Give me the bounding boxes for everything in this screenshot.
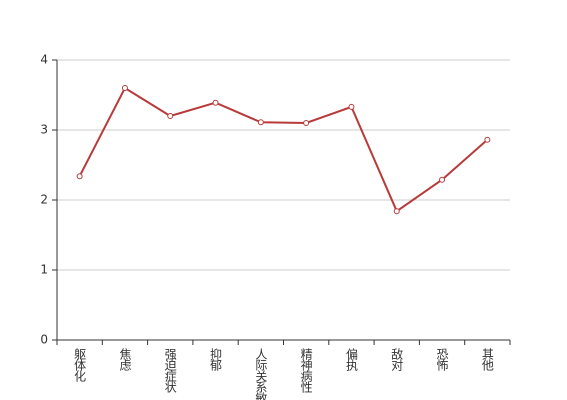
y-tick-label: 2 xyxy=(40,193,48,207)
y-tick-label: 0 xyxy=(40,333,48,347)
point xyxy=(76,173,83,180)
x-tick-label: 躯体化 xyxy=(73,347,87,383)
point xyxy=(439,176,446,183)
x-tick-label: 抑郁 xyxy=(209,347,223,372)
y-tick-label: 4 xyxy=(40,53,48,67)
point xyxy=(393,208,400,215)
x-tick-label: 强迫症状 xyxy=(163,348,177,393)
line xyxy=(78,86,489,213)
x-tick-label: 精神病性 xyxy=(299,348,313,394)
y-tick-label: 3 xyxy=(40,123,48,137)
x-tick-label: 其他 xyxy=(480,348,494,371)
x-tick-label: 焦虑 xyxy=(118,348,132,371)
point xyxy=(484,136,491,143)
x-tick-label: 敌对 xyxy=(390,347,404,371)
point xyxy=(303,120,310,126)
y-tick-label: 1 xyxy=(40,263,48,277)
x-tick-label: 恐怖 xyxy=(435,348,449,371)
point xyxy=(348,103,355,110)
point xyxy=(167,113,174,119)
point xyxy=(257,119,264,126)
point xyxy=(121,85,128,91)
x-tick-label: 偏执 xyxy=(344,347,358,372)
point xyxy=(212,99,219,106)
x-tick-label: 人际关系敏感 xyxy=(254,348,268,400)
